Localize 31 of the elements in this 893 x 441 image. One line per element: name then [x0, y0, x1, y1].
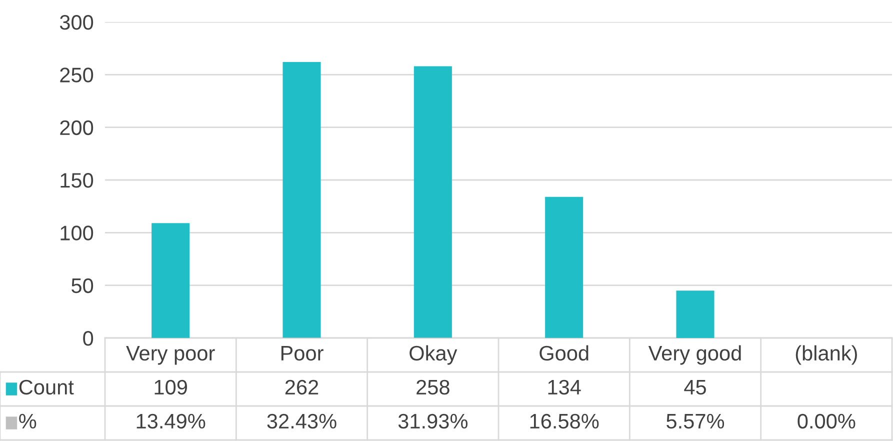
x-tick-label: (blank)	[796, 345, 857, 365]
bar	[414, 66, 452, 338]
x-tick-label: Very good	[648, 345, 741, 365]
data-label: 109	[154, 380, 187, 395]
x-tick-label: Okay	[410, 345, 458, 365]
data-label: 5.57%	[666, 414, 724, 429]
y-tick-label: 300	[60, 15, 94, 30]
data-label: 45	[684, 380, 706, 395]
data-label: 13.49%	[136, 414, 206, 429]
x-tick-label: Very poor	[126, 346, 215, 365]
data-label: 32.43%	[267, 414, 336, 429]
data-label: 0.00%	[798, 414, 856, 429]
y-tick-label: 250	[60, 68, 94, 82]
y-tick-label: 200	[60, 120, 94, 136]
data-label: 16.58%	[530, 414, 599, 429]
bar	[152, 223, 190, 338]
legend-label: Count	[19, 380, 74, 395]
y-tick-label: 100	[60, 226, 94, 240]
y-tick-label: 150	[60, 173, 94, 188]
data-label: 134	[548, 380, 581, 395]
data-label: 258	[416, 380, 450, 395]
data-label: 31.93%	[398, 414, 468, 429]
bar	[282, 62, 321, 338]
data-label: 262	[285, 380, 318, 395]
x-tick-label: Poor	[281, 346, 324, 361]
bar	[676, 290, 714, 338]
x-tick-label: Good	[540, 345, 588, 361]
y-tick-label: 50	[72, 278, 94, 294]
legend-label: %	[19, 414, 36, 429]
bar	[545, 196, 584, 338]
y-tick-label: 0	[83, 331, 94, 346]
